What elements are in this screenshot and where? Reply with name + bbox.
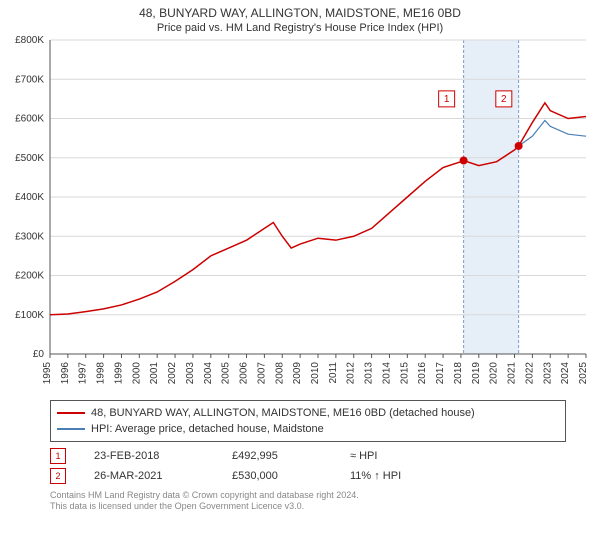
svg-text:2007: 2007 <box>256 362 267 385</box>
legend-item: 48, BUNYARD WAY, ALLINGTON, MAIDSTONE, M… <box>57 405 559 421</box>
svg-text:£700K: £700K <box>15 74 44 85</box>
legend: 48, BUNYARD WAY, ALLINGTON, MAIDSTONE, M… <box>50 400 566 442</box>
page-title: 48, BUNYARD WAY, ALLINGTON, MAIDSTONE, M… <box>0 6 600 20</box>
svg-text:1995: 1995 <box>42 362 53 385</box>
svg-text:1999: 1999 <box>113 362 124 385</box>
svg-text:£400K: £400K <box>15 192 44 203</box>
svg-text:2019: 2019 <box>471 362 482 385</box>
footer-line: Contains HM Land Registry data © Crown c… <box>50 490 566 501</box>
svg-text:£600K: £600K <box>15 114 44 125</box>
svg-text:2000: 2000 <box>131 362 142 385</box>
svg-text:2002: 2002 <box>167 362 178 385</box>
sale-pct: 11% ↑ HPI <box>350 470 440 482</box>
svg-text:2018: 2018 <box>453 362 464 385</box>
legend-item: HPI: Average price, detached house, Maid… <box>57 421 559 437</box>
svg-text:1: 1 <box>444 94 450 105</box>
svg-text:2009: 2009 <box>292 362 303 385</box>
sale-date: 26-MAR-2021 <box>94 470 204 482</box>
page-subtitle: Price paid vs. HM Land Registry's House … <box>0 22 600 34</box>
svg-text:1997: 1997 <box>78 362 89 385</box>
svg-text:£200K: £200K <box>15 271 44 282</box>
svg-text:2004: 2004 <box>203 362 214 385</box>
svg-text:1998: 1998 <box>96 362 107 385</box>
sale-row: 1 23-FEB-2018 £492,995 ≈ HPI <box>50 446 566 466</box>
svg-text:2014: 2014 <box>381 362 392 385</box>
sale-price: £492,995 <box>232 450 322 462</box>
sale-marker: 1 <box>50 448 66 464</box>
svg-text:2023: 2023 <box>542 362 553 385</box>
svg-text:£800K: £800K <box>15 35 44 46</box>
svg-text:2022: 2022 <box>524 362 535 385</box>
sale-price: £530,000 <box>232 470 322 482</box>
legend-swatch <box>57 428 85 430</box>
price-chart: £0 £100K £200K £300K £400K £500K £600K £700K £80… <box>0 34 600 394</box>
svg-text:2017: 2017 <box>435 362 446 385</box>
svg-text:2025: 2025 <box>578 362 589 385</box>
svg-text:2024: 2024 <box>560 362 571 385</box>
svg-text:2013: 2013 <box>364 362 375 385</box>
svg-text:£500K: £500K <box>15 153 44 164</box>
svg-text:2001: 2001 <box>149 362 160 385</box>
footer-line: This data is licensed under the Open Gov… <box>50 501 566 512</box>
svg-text:2011: 2011 <box>328 362 339 384</box>
sale-row: 2 26-MAR-2021 £530,000 11% ↑ HPI <box>50 466 566 486</box>
svg-text:£0: £0 <box>33 349 45 360</box>
svg-text:1996: 1996 <box>60 362 71 385</box>
legend-swatch <box>57 412 85 414</box>
svg-text:2016: 2016 <box>417 362 428 385</box>
sale-marker: 2 <box>50 468 66 484</box>
svg-text:2015: 2015 <box>399 362 410 385</box>
svg-text:2: 2 <box>501 94 507 105</box>
sale-pct: ≈ HPI <box>350 450 440 462</box>
footer: Contains HM Land Registry data © Crown c… <box>50 490 566 513</box>
svg-text:2005: 2005 <box>221 362 232 385</box>
svg-text:2020: 2020 <box>489 362 500 385</box>
legend-label: HPI: Average price, detached house, Maid… <box>91 423 324 435</box>
sale-date: 23-FEB-2018 <box>94 450 204 462</box>
svg-text:2012: 2012 <box>346 362 357 385</box>
svg-text:£300K: £300K <box>15 231 44 242</box>
svg-text:2003: 2003 <box>185 362 196 385</box>
svg-text:2008: 2008 <box>274 362 285 385</box>
svg-text:2021: 2021 <box>507 362 518 385</box>
svg-text:2010: 2010 <box>310 362 321 385</box>
sales-table: 1 23-FEB-2018 £492,995 ≈ HPI 2 26-MAR-20… <box>50 446 566 486</box>
svg-text:2006: 2006 <box>239 362 250 385</box>
svg-text:£100K: £100K <box>15 310 44 321</box>
legend-label: 48, BUNYARD WAY, ALLINGTON, MAIDSTONE, M… <box>91 407 475 419</box>
